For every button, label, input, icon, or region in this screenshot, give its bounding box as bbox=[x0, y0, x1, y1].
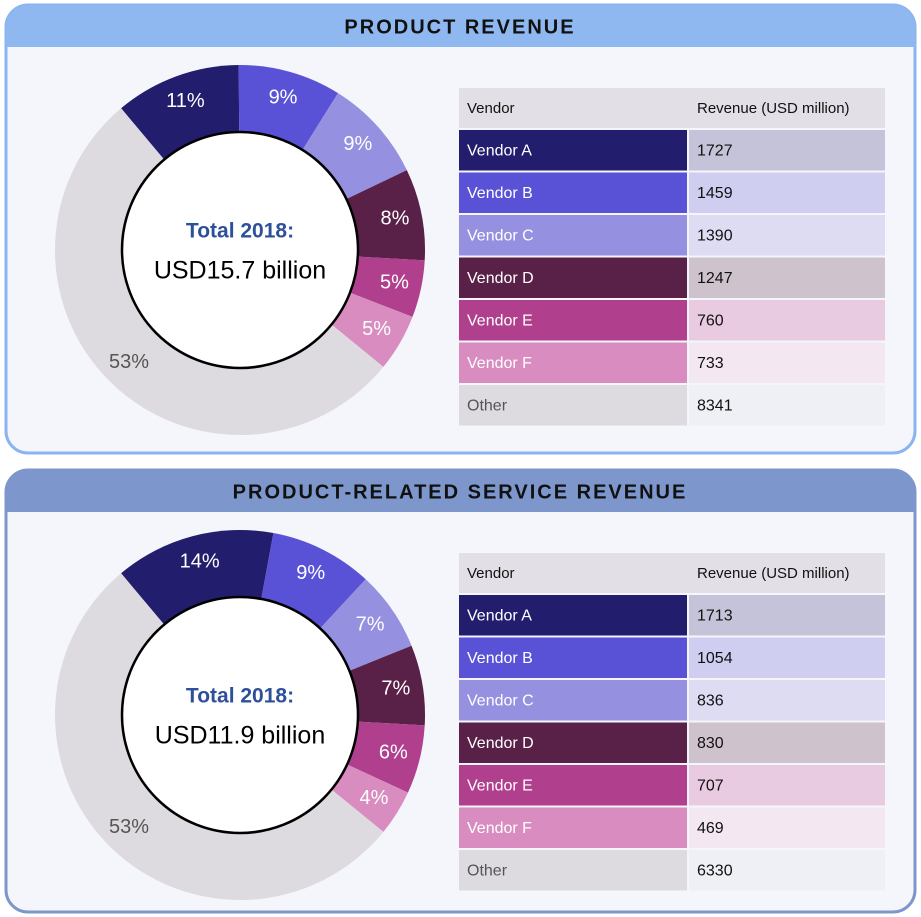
table-value-cell bbox=[689, 680, 885, 721]
revenue-value: 1713 bbox=[697, 607, 733, 624]
vendor-name: Vendor D bbox=[467, 270, 534, 287]
slice-label: 53% bbox=[109, 816, 149, 838]
table-value-cell bbox=[689, 257, 885, 298]
table-vendor-cell bbox=[459, 850, 687, 891]
table-value-cell bbox=[689, 595, 885, 636]
table-header-cell: Revenue (USD million) bbox=[697, 565, 850, 582]
panel-title: PRODUCT REVENUE bbox=[344, 16, 575, 38]
table-vendor-cell bbox=[459, 172, 687, 213]
slice-label: 5% bbox=[362, 318, 391, 340]
vendor-name: Vendor C bbox=[467, 227, 534, 244]
revenue-value: 1054 bbox=[697, 650, 733, 667]
table-value-cell bbox=[689, 385, 885, 426]
table-vendor-cell bbox=[459, 130, 687, 171]
table-vendor-cell bbox=[459, 595, 687, 636]
table-vendor-cell bbox=[459, 257, 687, 298]
vendor-name: Vendor F bbox=[467, 820, 532, 837]
table-value-cell bbox=[689, 637, 885, 678]
revenue-value: 469 bbox=[697, 820, 724, 837]
center-value: USD15.7 billion bbox=[154, 257, 326, 285]
slice-label: 11% bbox=[166, 90, 205, 112]
revenue-value: 830 bbox=[697, 735, 724, 752]
revenue-value: 8341 bbox=[697, 397, 733, 414]
table-value-cell bbox=[689, 722, 885, 763]
table-value-cell bbox=[689, 130, 885, 171]
table-vendor-cell bbox=[459, 680, 687, 721]
table-value-cell bbox=[689, 850, 885, 891]
vendor-name: Vendor B bbox=[467, 650, 533, 667]
table-header bbox=[459, 553, 885, 593]
revenue-value: 733 bbox=[697, 355, 724, 372]
slice-label: 7% bbox=[356, 614, 385, 636]
table-value-cell bbox=[689, 807, 885, 848]
table-vendor-cell bbox=[459, 765, 687, 806]
slice-label: 6% bbox=[379, 742, 408, 764]
revenue-value: 1727 bbox=[697, 142, 733, 159]
panel-header bbox=[6, 470, 915, 512]
slice-label: 14% bbox=[180, 551, 220, 573]
table-header bbox=[459, 88, 885, 128]
slice-label: 9% bbox=[296, 562, 325, 584]
slice-label: 8% bbox=[381, 208, 410, 230]
vendor-name: Other bbox=[467, 397, 508, 414]
table-value-cell bbox=[689, 172, 885, 213]
revenue-value: 707 bbox=[697, 777, 724, 794]
revenue-value: 836 bbox=[697, 692, 724, 709]
slice-label: 4% bbox=[360, 787, 389, 809]
center-label: Total 2018: bbox=[186, 220, 294, 243]
table-value-cell bbox=[689, 215, 885, 256]
table-header-cell: Revenue (USD million) bbox=[697, 100, 850, 117]
vendor-name: Vendor E bbox=[467, 777, 533, 794]
panel-title: PRODUCT-RELATED SERVICE REVENUE bbox=[233, 481, 688, 503]
vendor-name: Vendor A bbox=[467, 142, 532, 159]
vendor-name: Other bbox=[467, 862, 508, 879]
table-vendor-cell bbox=[459, 807, 687, 848]
table-header-cell: Vendor bbox=[467, 565, 515, 582]
table-value-cell bbox=[689, 765, 885, 806]
revenue-value: 1390 bbox=[697, 227, 733, 244]
revenue-value: 6330 bbox=[697, 862, 733, 879]
table-vendor-cell bbox=[459, 722, 687, 763]
slice-label: 9% bbox=[343, 133, 372, 155]
table-vendor-cell bbox=[459, 637, 687, 678]
donut-hole bbox=[120, 130, 360, 370]
revenue-value: 1247 bbox=[697, 270, 733, 287]
panel-header bbox=[6, 5, 915, 47]
revenue-value: 760 bbox=[697, 312, 724, 329]
table-vendor-cell bbox=[459, 300, 687, 341]
center-label: Total 2018: bbox=[186, 685, 294, 708]
vendor-name: Vendor F bbox=[467, 355, 532, 372]
slice-label: 5% bbox=[380, 272, 409, 294]
vendor-name: Vendor A bbox=[467, 607, 532, 624]
revenue-value: 1459 bbox=[697, 185, 733, 202]
vendor-name: Vendor D bbox=[467, 735, 534, 752]
table-vendor-cell bbox=[459, 215, 687, 256]
slice-label: 9% bbox=[269, 86, 298, 108]
vendor-name: Vendor B bbox=[467, 185, 533, 202]
table-value-cell bbox=[689, 300, 885, 341]
center-value: USD11.9 billion bbox=[155, 722, 325, 750]
table-vendor-cell bbox=[459, 342, 687, 383]
vendor-name: Vendor C bbox=[467, 692, 534, 709]
donut-hole bbox=[120, 595, 360, 835]
slice-label: 53% bbox=[109, 351, 149, 373]
table-value-cell bbox=[689, 342, 885, 383]
slice-label: 7% bbox=[381, 677, 410, 699]
table-vendor-cell bbox=[459, 385, 687, 426]
vendor-name: Vendor E bbox=[467, 312, 533, 329]
table-header-cell: Vendor bbox=[467, 100, 515, 117]
